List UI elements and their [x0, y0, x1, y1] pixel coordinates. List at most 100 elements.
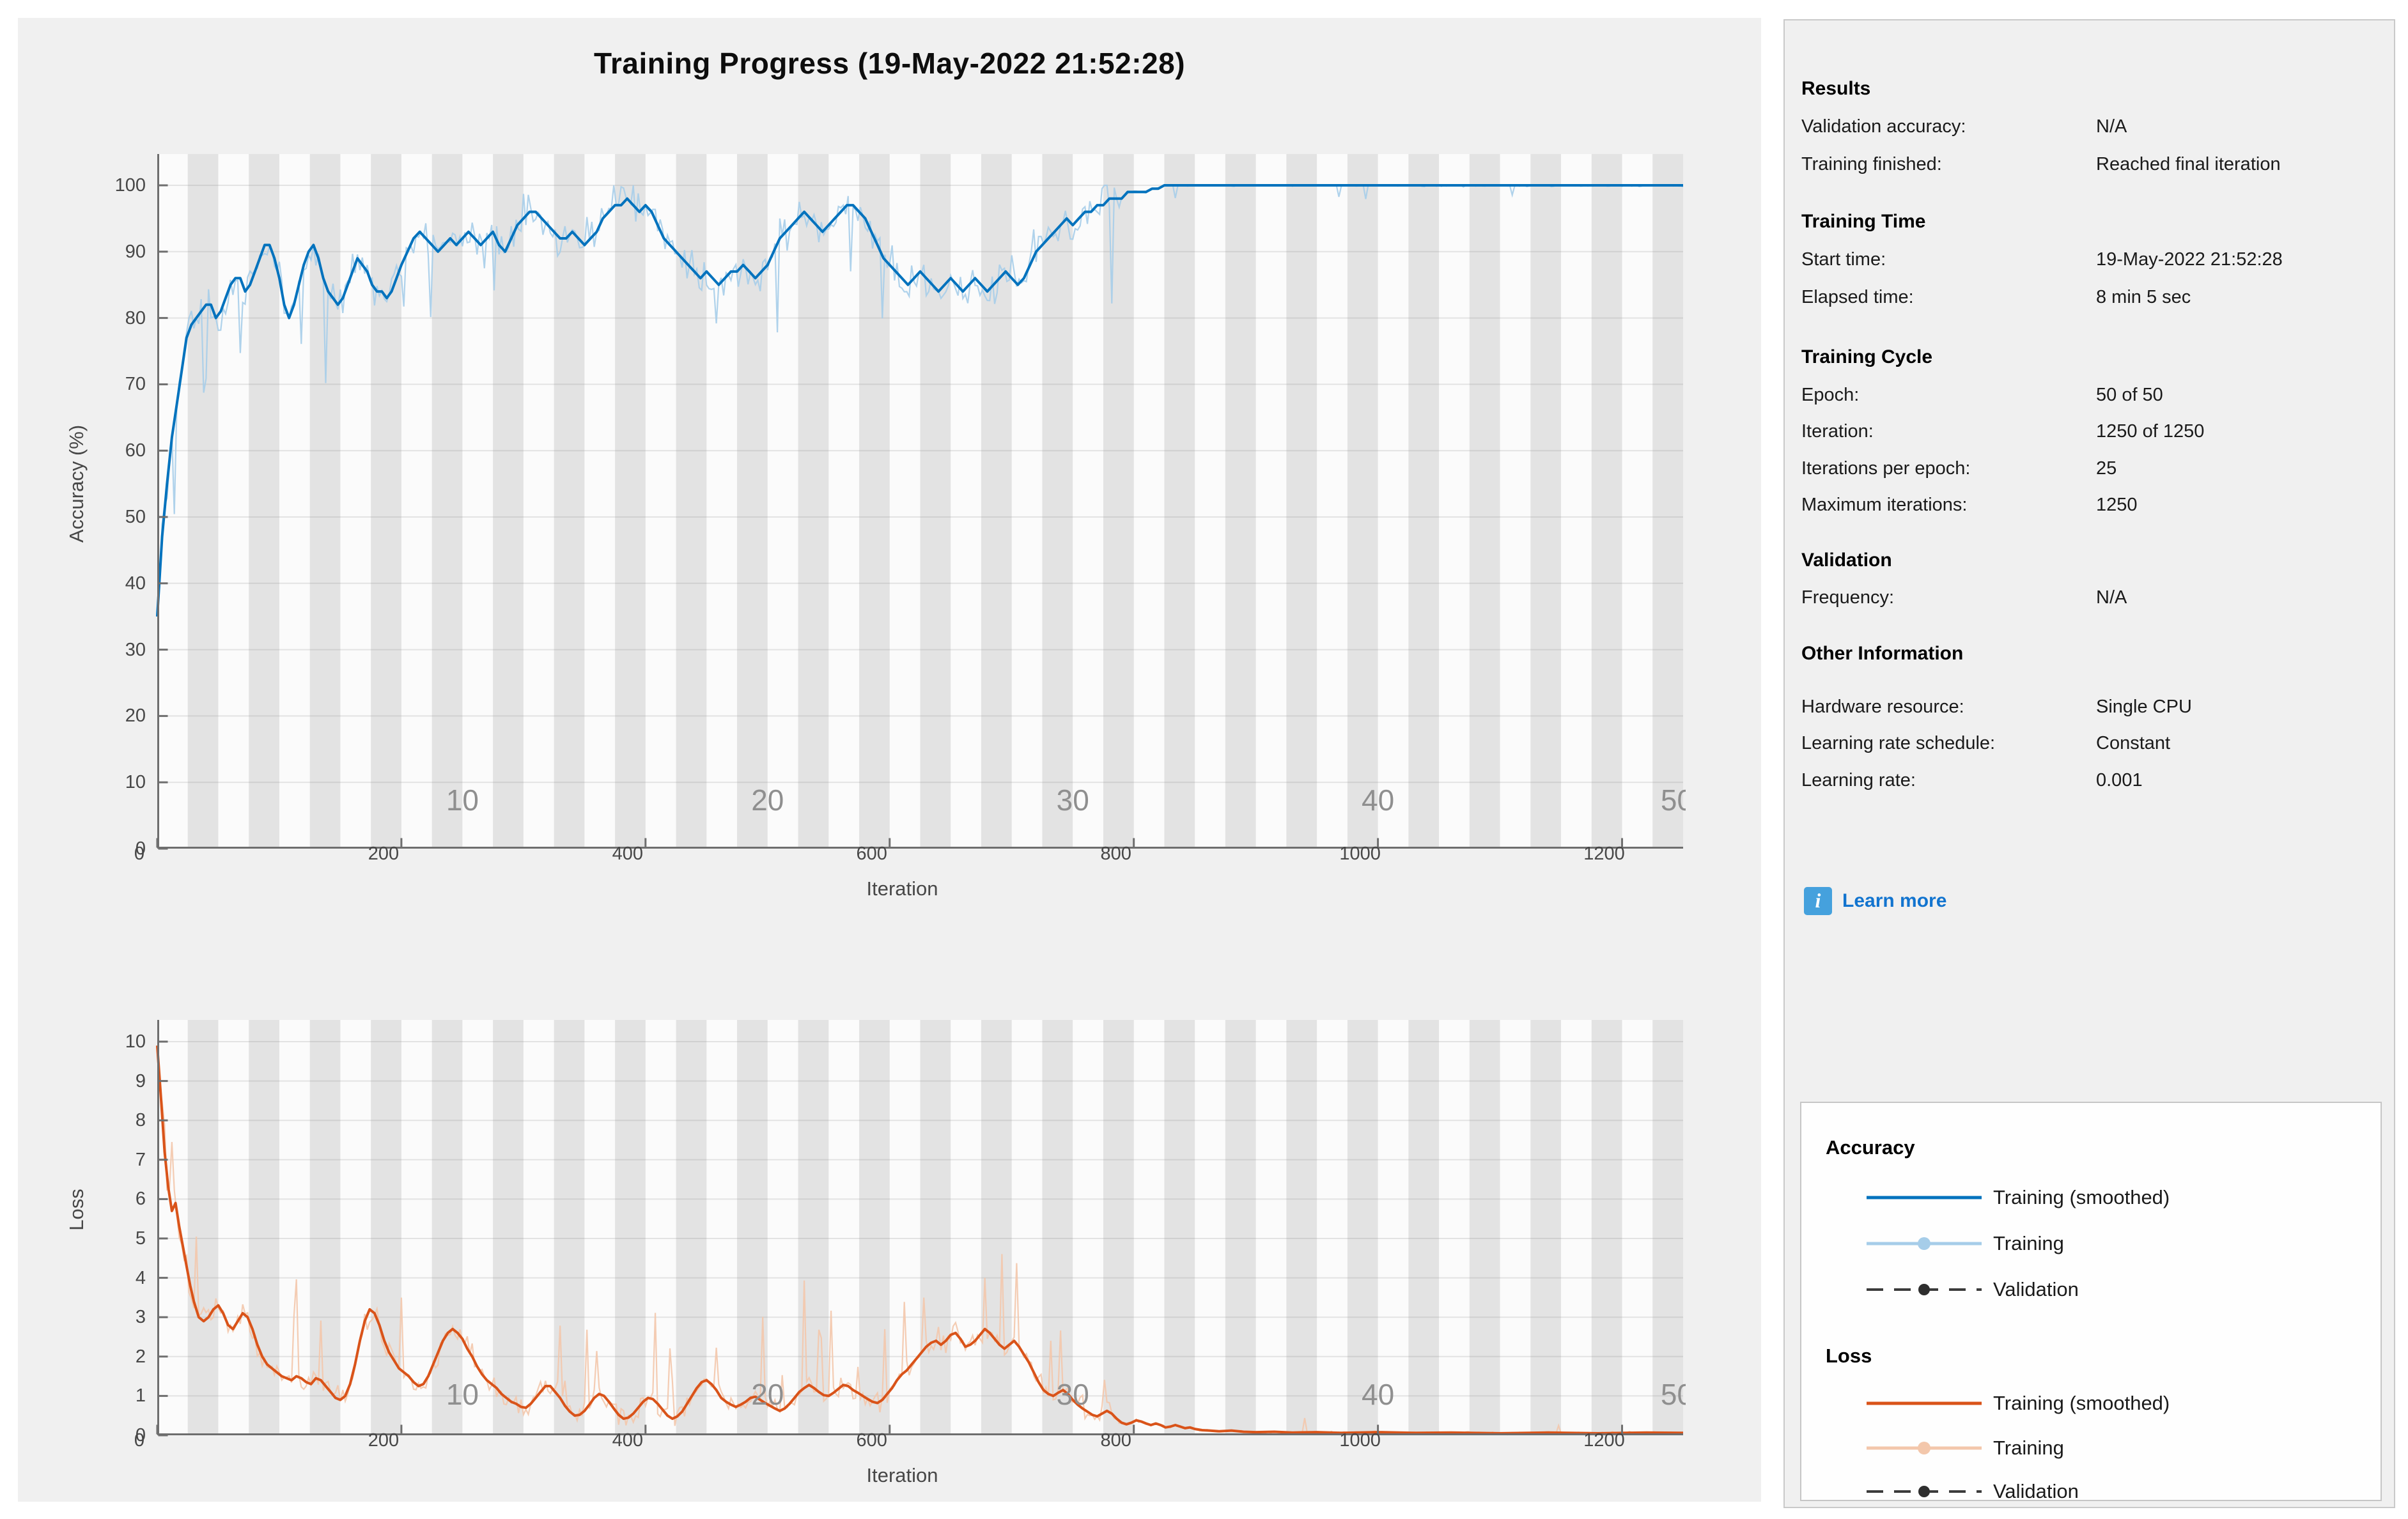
legend-line-sample: [1865, 1235, 1983, 1253]
info-row-value: 1250 of 1250: [2096, 421, 2205, 442]
epoch-label: 10: [446, 783, 479, 817]
epoch-band: [615, 1020, 646, 1435]
legend-item-label: Validation: [1993, 1278, 2079, 1300]
info-row-value: 8 min 5 sec: [2096, 287, 2191, 307]
section-header-results: Results: [1801, 78, 1871, 99]
info-row-label: Training finished:: [1801, 154, 1942, 174]
epoch-band: [249, 154, 279, 849]
epoch-band: [981, 1020, 1012, 1435]
loss-chart-training-smoothed-line: [156, 1045, 1684, 1435]
section-header-validation: Validation: [1801, 550, 1892, 571]
epoch-band: [737, 1020, 768, 1435]
epoch-band: [309, 154, 341, 849]
info-row-value: 19-May-2022 21:52:28: [2096, 249, 2283, 270]
x-tick-label: 1000: [1339, 1430, 1381, 1451]
y-tick-label: 10: [125, 772, 146, 793]
x-tick-label: 400: [612, 844, 644, 864]
legend-item-label: Training (smoothed): [1993, 1186, 2170, 1208]
epoch-label: 20: [751, 1378, 784, 1411]
epoch-band: [798, 154, 829, 849]
epoch-label: 50: [1661, 1378, 1686, 1411]
epoch-band: [1530, 1020, 1562, 1435]
legend-line-sample: [1865, 1394, 1983, 1412]
info-row-value: N/A: [2096, 116, 2127, 137]
y-tick-label: 4: [135, 1267, 146, 1288]
epoch-label: 30: [1057, 1378, 1089, 1411]
epoch-band: [1103, 154, 1134, 849]
epoch-band: [431, 154, 463, 849]
epoch-band: [249, 1020, 279, 1435]
epoch-band: [920, 1020, 951, 1435]
epoch-band: [1347, 1020, 1378, 1435]
x-tick-label: 1200: [1583, 1430, 1625, 1451]
info-row-label: Learning rate schedule:: [1801, 733, 1996, 753]
epoch-band: [431, 1020, 463, 1435]
page-title: Training Progress (19-May-2022 21:52:28): [593, 47, 1186, 80]
epoch-band: [1164, 1020, 1195, 1435]
x-tick-label: 800: [1100, 844, 1131, 864]
info-icon: i: [1804, 887, 1832, 915]
epoch-label: 30: [1057, 783, 1089, 817]
epoch-band: [493, 154, 524, 849]
x-tick-label: 800: [1100, 1430, 1131, 1451]
y-tick-label: 2: [135, 1346, 146, 1367]
epoch-band: [1347, 154, 1378, 849]
epoch-band: [798, 1020, 829, 1435]
y-tick-label: 10: [125, 1031, 146, 1052]
y-tick-label: 9: [135, 1070, 146, 1091]
epoch-band: [920, 154, 951, 849]
y-tick-label: 5: [135, 1228, 146, 1249]
epoch-band: [1042, 154, 1073, 849]
accuracy-chart: 10 20 30 40 50: [156, 154, 1686, 850]
info-row-value: 1250: [2096, 495, 2138, 515]
legend-marker-dot: [1918, 1442, 1930, 1454]
info-row-value: 25: [2096, 458, 2117, 479]
epoch-band: [981, 154, 1012, 849]
info-row-label: Learning rate:: [1801, 770, 1916, 790]
info-row-value: Constant: [2096, 733, 2171, 753]
epoch-band: [1652, 1020, 1683, 1435]
epoch-band: [1042, 1020, 1073, 1435]
epoch-band: [1286, 154, 1317, 849]
epoch-band: [1164, 154, 1195, 849]
legend-header-loss: Loss: [1826, 1345, 1872, 1367]
epoch-label: 50: [1661, 783, 1686, 817]
y-axis-title: Loss: [65, 1189, 88, 1231]
y-tick-label: 80: [125, 307, 146, 328]
x-tick-label: 0: [134, 1430, 145, 1451]
info-row-label: Validation accuracy:: [1801, 116, 1966, 137]
legend-loss-training-smoothed--icon: [1867, 1401, 1982, 1405]
legend-accuracy-validation-icon: [1867, 1284, 1982, 1295]
info-row-label: Epoch:: [1801, 385, 1860, 405]
y-tick-label: 1: [135, 1385, 146, 1407]
legend-item-label: Training: [1993, 1232, 2064, 1254]
learn-more-link[interactable]: Learn more: [1842, 890, 1947, 911]
epoch-band: [737, 154, 768, 849]
legend-accuracy-training-smoothed--icon: [1867, 1196, 1982, 1199]
epoch-band: [493, 1020, 524, 1435]
info-row-value: Single CPU: [2096, 697, 2192, 717]
x-tick-label: 400: [612, 1430, 644, 1451]
epoch-band: [187, 1020, 219, 1435]
legend-loss-training-icon: [1867, 1442, 1982, 1454]
info-row-label: Maximum iterations:: [1801, 495, 1968, 515]
legend-item-label: Training (smoothed): [1993, 1392, 2170, 1414]
y-tick-label: 40: [125, 573, 146, 594]
info-row-value: 0.001: [2096, 770, 2143, 790]
legend-line-sample: [1865, 1439, 1983, 1457]
epoch-band: [1225, 154, 1256, 849]
x-axis-title: Iteration: [866, 1464, 938, 1486]
info-row-label: Iteration:: [1801, 421, 1874, 442]
epoch-band: [187, 154, 219, 849]
epoch-band: [1225, 1020, 1256, 1435]
epoch-label: 40: [1362, 1378, 1394, 1411]
info-row-label: Iterations per epoch:: [1801, 458, 1971, 479]
legend-line-sample: [1865, 1281, 1983, 1299]
legend-marker-dot: [1918, 1237, 1930, 1250]
epoch-band: [554, 1020, 585, 1435]
y-tick-label: 7: [135, 1149, 146, 1170]
x-tick-label: 600: [856, 844, 887, 864]
legend-line-sample: [1865, 1483, 1983, 1500]
epoch-band: [1652, 154, 1683, 849]
